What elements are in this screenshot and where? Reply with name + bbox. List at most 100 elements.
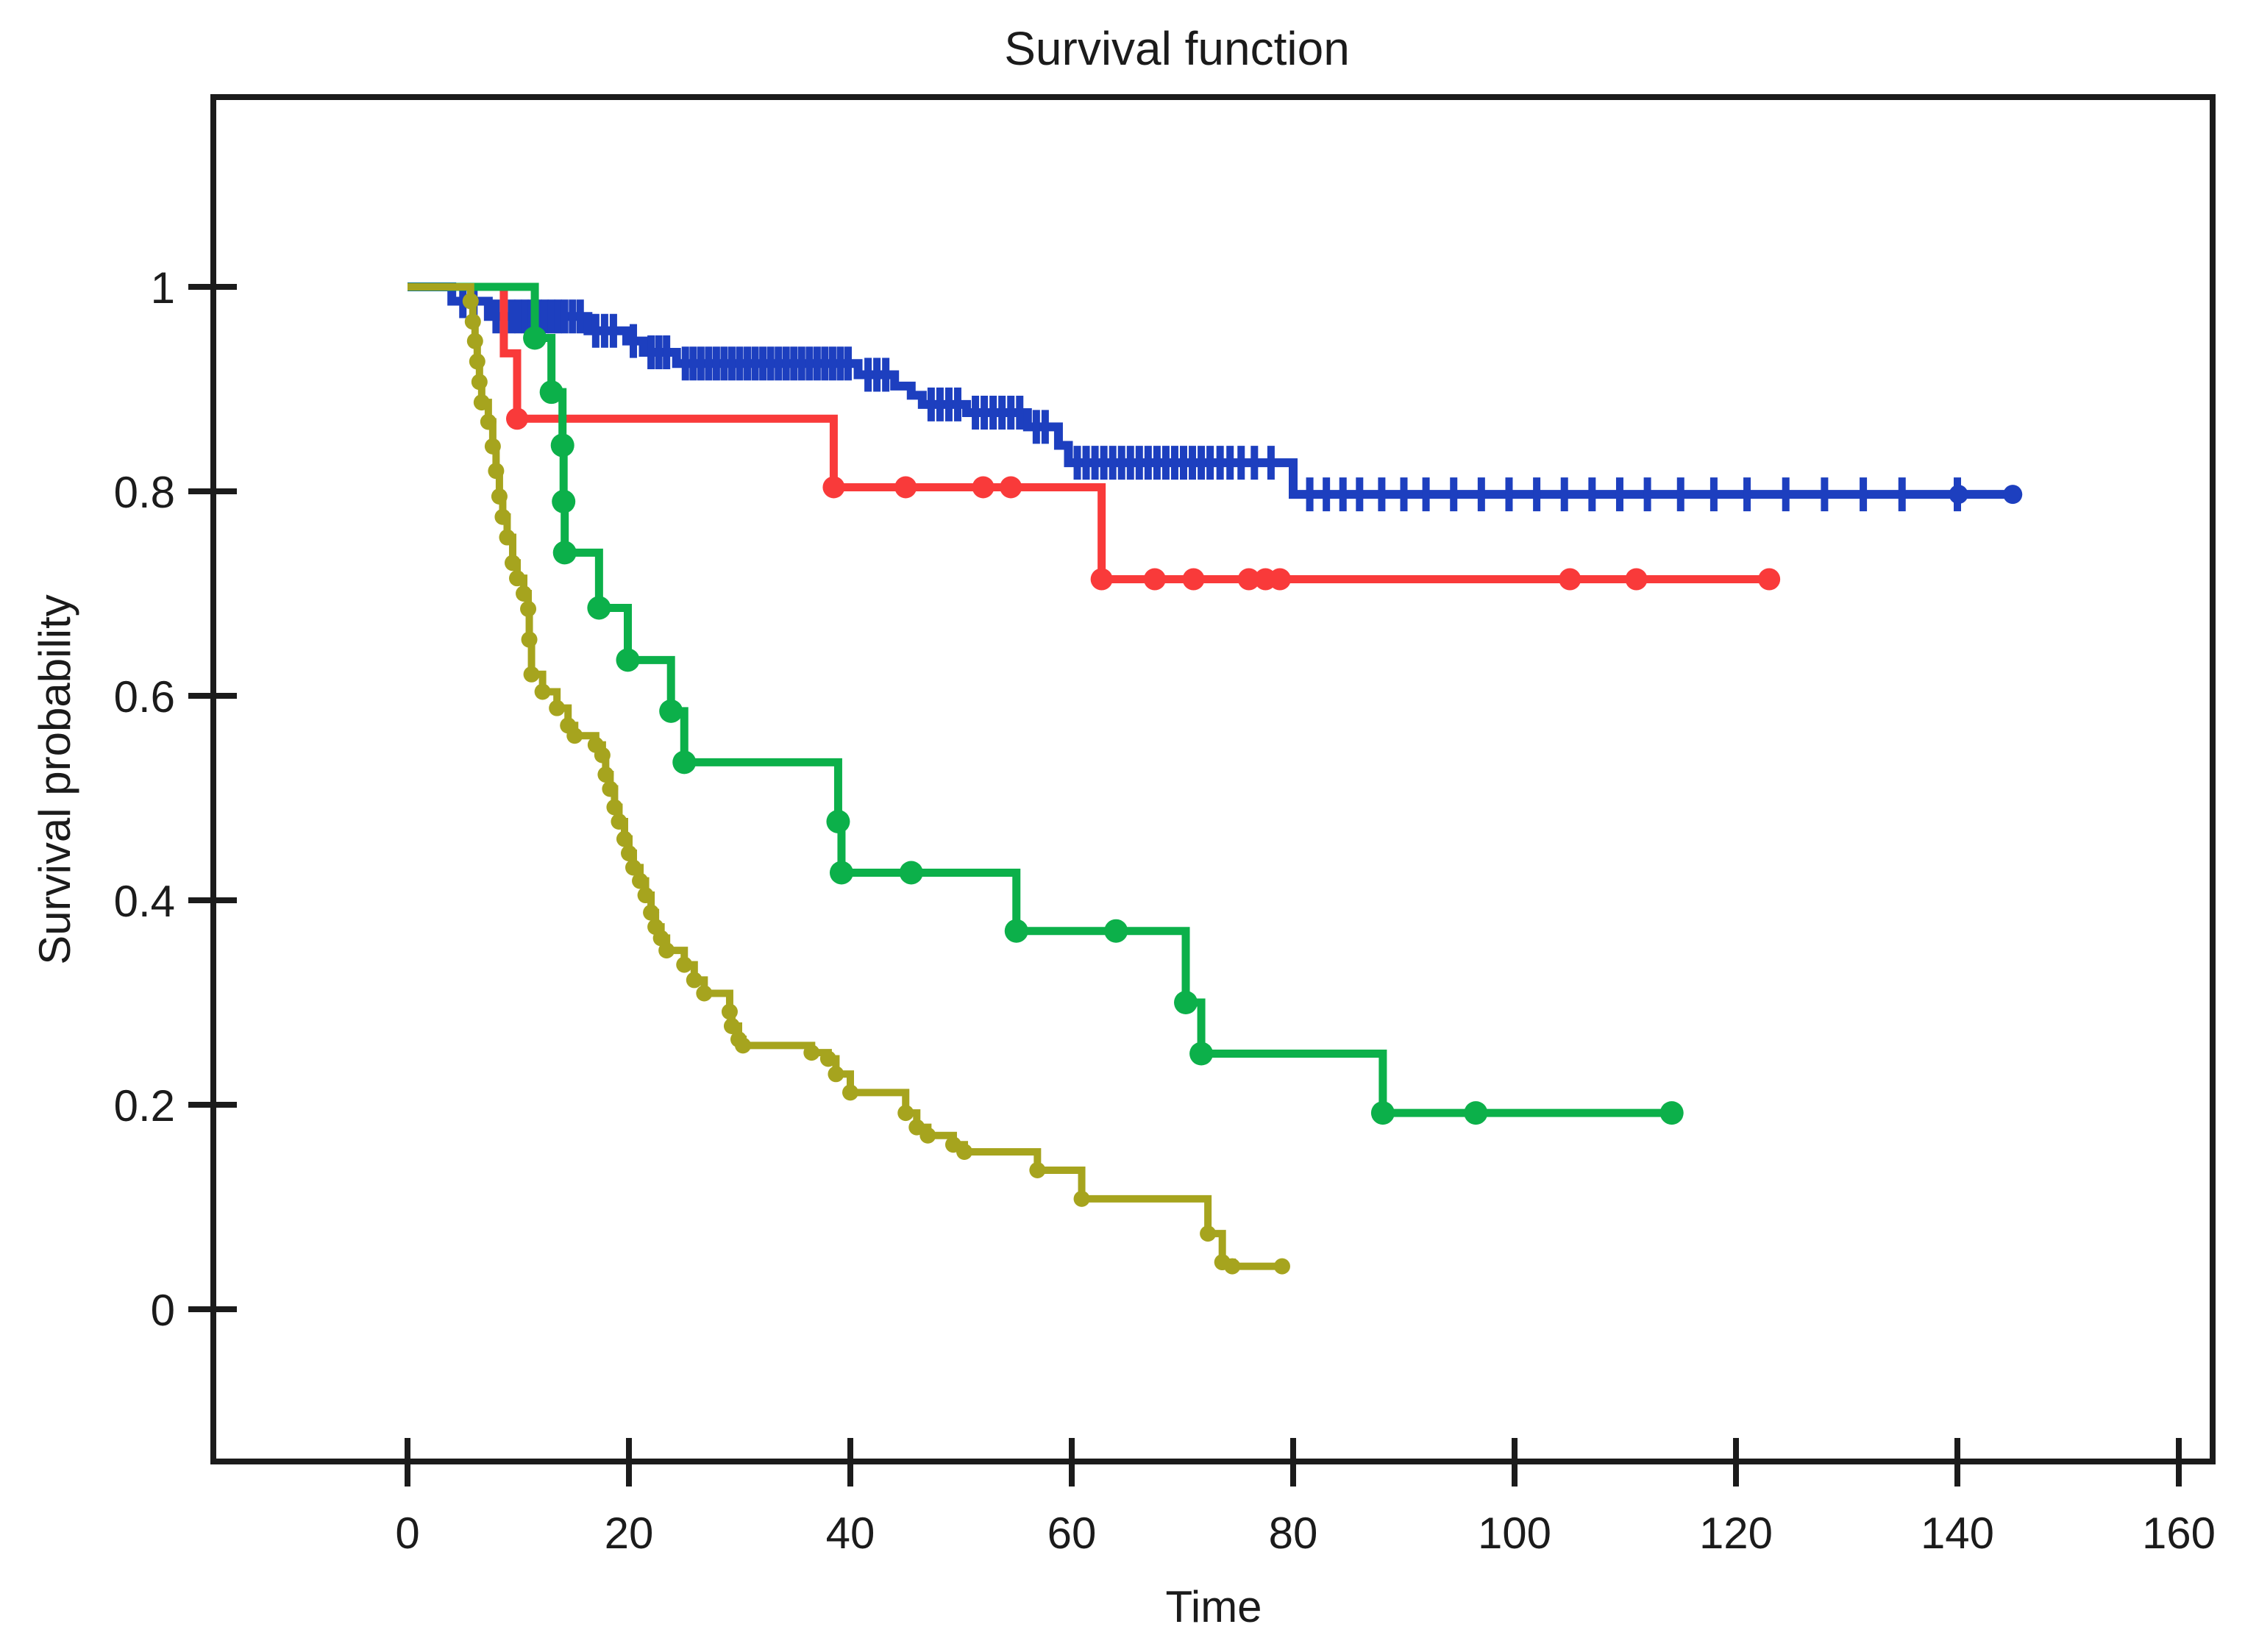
chart-title: Survival function — [1004, 22, 1350, 75]
x-axis-label: Time — [1165, 1582, 1262, 1631]
event-marker-group-olive — [723, 1017, 740, 1034]
event-marker-group-olive — [803, 1044, 820, 1061]
plot-box — [210, 94, 2216, 1464]
event-marker-group-olive — [828, 1066, 844, 1083]
event-marker-group-green — [523, 326, 547, 350]
event-marker-group-red — [972, 476, 995, 499]
event-marker-group-olive — [602, 780, 619, 797]
y-tick-label: 1 — [151, 263, 175, 313]
x-tick-label: 60 — [1047, 1509, 1097, 1558]
event-marker-group-green — [826, 809, 850, 833]
event-marker-group-olive — [676, 956, 693, 973]
event-marker-group-olive — [499, 529, 516, 546]
event-marker-group-green — [1659, 1101, 1684, 1125]
event-marker-group-green — [1370, 1101, 1395, 1125]
series-group-green — [408, 282, 1684, 1125]
y-tick-label: 0.6 — [114, 672, 175, 722]
event-marker-group-red — [1758, 568, 1781, 591]
event-marker-group-green — [1104, 919, 1128, 943]
event-marker-group-olive — [521, 631, 538, 648]
axis-ticks: 0 20 40 60 80 100 120 140 160 0 0.2 0.4 0.6 0.8 1 — [114, 263, 2216, 1558]
event-marker-group-olive — [658, 942, 675, 959]
survival-curve-group-red — [408, 282, 1770, 584]
event-marker-group-olive — [1224, 1258, 1241, 1275]
event-marker-group-red — [1625, 568, 1648, 591]
event-marker-group-green — [552, 541, 577, 565]
event-marker-group-red — [1143, 568, 1166, 591]
event-marker-group-red — [1090, 568, 1113, 591]
event-marker-group-olive — [625, 859, 642, 876]
event-marker-group-olive — [471, 374, 488, 391]
event-marker-group-olive — [1073, 1190, 1090, 1207]
event-marker-group-olive — [897, 1105, 914, 1122]
event-marker-group-olive — [696, 985, 713, 1002]
event-marker-group-olive — [842, 1084, 858, 1101]
x-tick-label: 0 — [395, 1509, 419, 1558]
event-marker-group-red — [1559, 568, 1582, 591]
series-group-red — [408, 282, 1781, 591]
event-marker-group-red — [505, 407, 528, 430]
event-marker-group-olive — [523, 666, 540, 683]
event-marker-group-green — [672, 750, 697, 775]
event-marker-group-olive — [516, 585, 533, 602]
survival-curve-group-green — [408, 282, 1672, 1117]
x-tick-label: 160 — [2142, 1509, 2216, 1558]
event-marker-group-olive — [469, 353, 485, 370]
event-marker-group-green — [1464, 1101, 1488, 1125]
event-marker-group-olive — [488, 463, 505, 480]
event-marker-group-red — [1182, 568, 1205, 591]
event-marker-group-green — [1189, 1042, 1214, 1066]
event-marker-group-olive — [632, 872, 649, 889]
event-marker-group-green — [552, 489, 576, 513]
event-marker-group-olive — [597, 766, 614, 783]
event-marker-group-olive — [819, 1050, 836, 1067]
event-marker-group-olive — [908, 1119, 925, 1136]
series-group-olive — [408, 283, 1290, 1275]
event-marker-group-olive — [494, 508, 511, 525]
event-marker-group-blue — [2003, 485, 2023, 505]
event-marker-group-olive — [1273, 1258, 1290, 1275]
event-marker-group-green — [587, 596, 611, 620]
event-marker-group-olive — [643, 904, 660, 921]
event-marker-group-green — [550, 433, 574, 457]
event-marker-group-red — [1268, 568, 1291, 591]
event-marker-group-olive — [534, 683, 551, 700]
x-tick-label: 120 — [1699, 1509, 1773, 1558]
event-marker-group-olive — [956, 1143, 973, 1160]
event-marker-group-green — [659, 699, 683, 723]
event-marker-group-olive — [594, 747, 611, 763]
event-marker-group-red — [1237, 568, 1260, 591]
event-marker-group-olive — [462, 293, 479, 310]
event-marker-group-olive — [549, 699, 566, 716]
series-group-blue — [408, 282, 2023, 512]
x-tick-label: 40 — [826, 1509, 875, 1558]
x-tick-label: 140 — [1921, 1509, 1994, 1558]
event-marker-group-red — [822, 476, 845, 499]
event-marker-group-olive — [652, 930, 669, 947]
event-marker-group-olive — [621, 845, 637, 862]
event-marker-group-red — [894, 476, 917, 499]
x-tick-label: 80 — [1269, 1509, 1318, 1558]
event-marker-group-olive — [464, 313, 481, 330]
survival-curves — [408, 282, 2023, 1275]
event-marker-group-olive — [1029, 1161, 1046, 1178]
event-marker-group-green — [616, 648, 640, 672]
event-marker-group-olive — [520, 600, 537, 617]
event-marker-group-olive — [466, 332, 483, 349]
event-marker-group-olive — [566, 727, 583, 744]
x-tick-label: 100 — [1478, 1509, 1551, 1558]
event-marker-group-olive — [491, 488, 508, 505]
event-marker-group-olive — [616, 830, 633, 847]
event-marker-group-olive — [735, 1037, 752, 1054]
y-axis-label: Survival probability — [30, 594, 79, 965]
event-marker-group-green — [829, 861, 853, 885]
event-marker-group-olive — [473, 394, 490, 411]
event-marker-group-olive — [480, 413, 497, 430]
event-marker-group-olive — [508, 570, 525, 587]
event-marker-group-olive — [606, 799, 623, 816]
event-marker-group-red — [1000, 476, 1022, 499]
x-tick-label: 20 — [605, 1509, 654, 1558]
event-marker-group-blue — [1949, 485, 1968, 505]
